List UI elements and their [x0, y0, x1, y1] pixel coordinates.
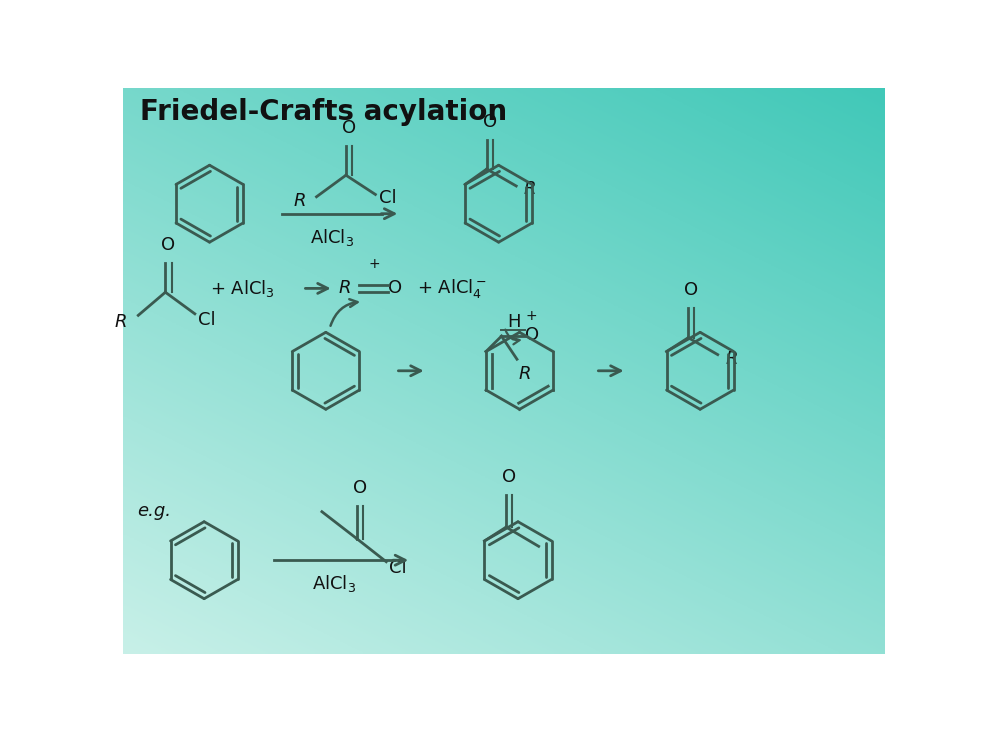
Text: +: + [525, 309, 537, 323]
Text: R: R [338, 279, 351, 298]
Text: O: O [342, 119, 356, 137]
Text: H: H [508, 313, 521, 331]
Text: O: O [502, 467, 517, 486]
Text: R: R [294, 192, 305, 209]
Text: R: R [726, 351, 737, 368]
Text: O: O [161, 236, 176, 254]
Text: +: + [368, 257, 380, 270]
Text: O: O [483, 112, 497, 131]
Text: R: R [518, 365, 531, 384]
Text: Cl: Cl [389, 559, 407, 577]
Text: O: O [353, 479, 367, 497]
Text: Cl: Cl [198, 311, 216, 329]
Text: + AlCl$_4^-$: + AlCl$_4^-$ [417, 277, 487, 300]
Text: O: O [388, 279, 402, 298]
Text: AlCl$_3$: AlCl$_3$ [310, 227, 354, 248]
Text: R: R [114, 312, 127, 331]
Text: O: O [524, 326, 539, 343]
Text: Friedel-Crafts acylation: Friedel-Crafts acylation [139, 98, 507, 126]
Text: AlCl$_3$: AlCl$_3$ [312, 573, 356, 595]
Text: R: R [524, 180, 536, 198]
Text: + AlCl$_3$: + AlCl$_3$ [209, 278, 274, 299]
Text: O: O [684, 282, 698, 299]
Text: e.g.: e.g. [136, 502, 171, 520]
Text: Cl: Cl [378, 190, 396, 207]
